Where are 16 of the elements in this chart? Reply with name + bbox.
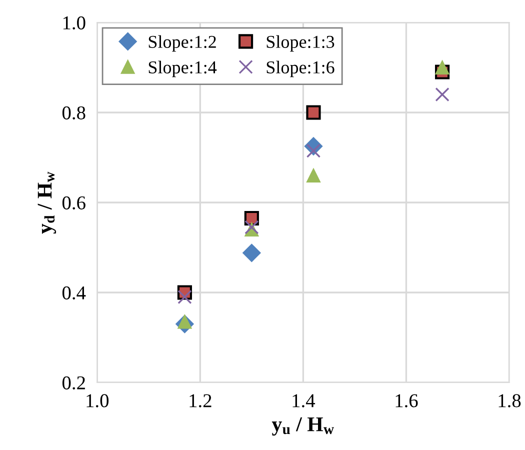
legend-label: Slope:1:6 [266, 60, 334, 78]
legend-label: Slope:1:3 [266, 35, 334, 52]
x-tick-label: 1.2 [190, 394, 212, 408]
y-tick-label: 0.2 [62, 376, 85, 390]
y-axis-title: y$_{d}$ / H$_{w}$ [38, 172, 56, 234]
x-tick-label: 1.6 [396, 394, 418, 408]
y-tick-label: 0.8 [62, 106, 86, 120]
y-tick-label: 1.0 [63, 16, 86, 30]
x-tick-label: 1.0 [86, 394, 109, 408]
legend-label: Slope:1:2 [148, 35, 216, 52]
x-tick-label: 1.8 [498, 394, 521, 408]
legend-label: Slope:1:4 [148, 60, 217, 78]
x-axis-title: y$_{u}$ / H$_{w}$ [272, 417, 334, 436]
y-tick-label: 0.6 [62, 196, 86, 210]
x-tick-label: 1.4 [292, 394, 316, 408]
y-tick-label: 0.4 [62, 286, 86, 300]
